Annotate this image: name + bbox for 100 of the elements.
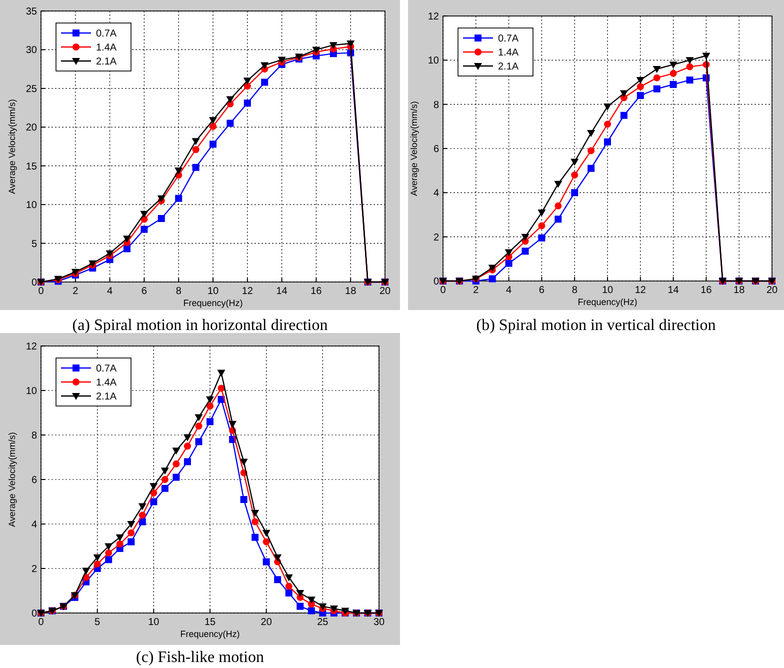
y-tick-label: 4 [31,520,38,530]
point [206,402,214,410]
point [329,42,338,50]
point [174,168,183,175]
point [226,120,234,127]
x-tick-label: 8 [176,286,182,297]
point [206,396,214,404]
point [571,189,578,196]
legend-label: 2.1A [498,62,519,72]
point [127,521,136,528]
point [262,558,270,566]
point [184,442,191,450]
point [128,529,135,536]
point [228,420,237,428]
y-tick-label: 4 [433,188,440,200]
y-tick-label: 10 [428,56,440,67]
y-tick-label: 6 [433,144,440,155]
y-tick-label: 12 [26,342,38,352]
point [105,556,112,564]
point [210,140,216,148]
point [587,130,596,138]
point [194,414,203,422]
point [244,100,251,107]
x-tick-label: 18 [734,285,746,296]
x-tick-label: 30 [373,617,385,628]
x-tick-label: 0 [38,286,44,297]
y-tick-label: 2 [433,232,440,244]
point [172,448,180,455]
y-tick-label: 6 [31,475,38,486]
y-axis-title: Average Velocity(mm/s) [409,101,419,196]
point [604,138,611,146]
x-tick-label: 10 [148,617,160,628]
point [252,518,259,526]
y-tick-label: 25 [26,84,38,95]
point [686,76,694,84]
point [195,422,202,430]
y-axis-title: Average Velocity(mm/s) [7,99,17,194]
point [505,260,512,267]
point [670,70,677,77]
point [571,172,578,178]
x-tick-label: 10 [207,286,219,297]
point [150,483,158,490]
y-tick-label: 20 [26,122,38,134]
text: (c) Fish-like motion [136,649,264,666]
x-axis-title: Frequency(Hz) [180,629,240,639]
legend-label: 1.4A [498,48,519,58]
point [307,596,316,604]
point [604,104,612,111]
point [284,574,293,582]
point [192,138,200,146]
point [93,554,102,562]
point [538,222,546,230]
point [183,434,192,442]
point [285,582,292,590]
point [262,538,270,546]
x-tick-label: 12 [634,285,646,296]
point [636,83,644,90]
x-tick-label: 18 [345,286,357,297]
point [588,147,595,154]
point [184,458,191,466]
point [175,194,182,202]
x-tick-label: 6 [141,286,148,297]
text: (a) Spiral motion in horizontal direction [72,317,328,334]
x-tick-label: 25 [317,617,329,628]
point [686,57,694,64]
point [158,215,165,222]
x-tick-label: 20 [766,285,778,296]
point [488,275,496,282]
point [570,158,579,166]
x-tick-label: 2 [473,285,480,296]
point [217,370,226,377]
point [192,146,200,154]
point [172,460,180,468]
point [260,62,269,70]
x-tick-label: 0 [440,285,446,296]
point [346,40,355,48]
point [192,164,200,171]
point [620,90,628,98]
legend-label: 1.4A [96,378,117,388]
point [244,82,251,90]
point [209,117,217,124]
point [140,210,148,218]
point [554,180,562,188]
point [150,489,158,496]
point [161,476,168,483]
text: (b) Spiral motion in vertical direction [476,317,716,334]
point [138,503,146,510]
point [653,74,660,82]
point [296,590,304,597]
point [206,418,214,426]
legend-label: 2.1A [96,56,117,68]
point [124,245,130,252]
y-tick-label: 8 [433,100,440,111]
point [274,576,282,584]
point [94,560,101,568]
x-tick-label: 15 [204,617,216,628]
y-axis-title: Average Velocity(mm/s) [7,432,17,527]
point [554,216,562,223]
point [285,589,292,596]
point [686,63,694,70]
